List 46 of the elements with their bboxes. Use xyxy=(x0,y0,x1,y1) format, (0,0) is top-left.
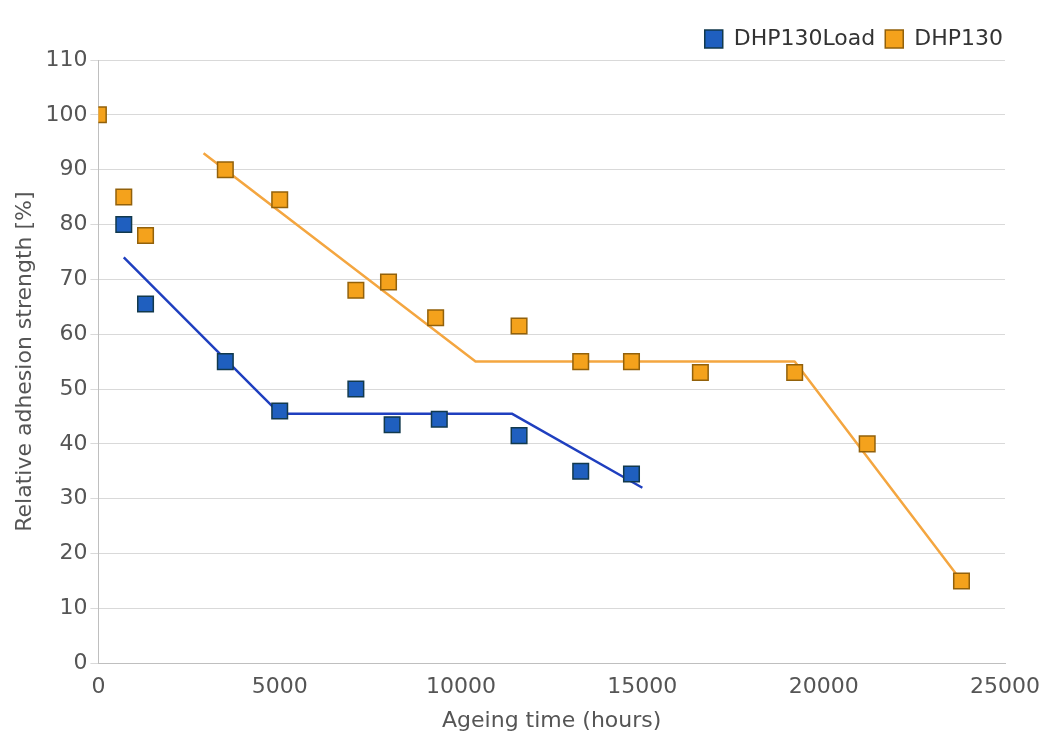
point xyxy=(347,281,365,299)
y-tick-label: 30 xyxy=(59,484,88,510)
point xyxy=(430,410,448,428)
y-tick-label: 80 xyxy=(59,210,88,236)
point xyxy=(383,416,401,434)
x-tick-label: 10000 xyxy=(426,673,497,699)
point xyxy=(786,364,804,382)
y-tick-label: 100 xyxy=(45,100,88,126)
point xyxy=(115,215,133,234)
point xyxy=(216,353,234,371)
x-axis-title: Ageing time (hours) xyxy=(442,706,662,732)
point xyxy=(271,191,289,209)
y-tick-label: 40 xyxy=(59,429,88,455)
legend-label: DHP130 xyxy=(914,24,1004,50)
point xyxy=(347,380,365,398)
point xyxy=(858,435,876,453)
point xyxy=(137,295,155,313)
point xyxy=(952,572,971,590)
point xyxy=(115,188,133,206)
x-tick-label: 0 xyxy=(91,673,106,699)
point xyxy=(216,161,234,179)
point xyxy=(271,402,289,420)
y-tick-label: 110 xyxy=(45,45,88,71)
point xyxy=(622,353,641,371)
point xyxy=(691,364,709,382)
point xyxy=(572,353,590,371)
y-tick-label: 90 xyxy=(59,155,88,181)
y-tick-label: 70 xyxy=(59,265,88,291)
x-tick-label: 20000 xyxy=(788,673,859,699)
legend-label: DHP130Load xyxy=(733,24,876,50)
point xyxy=(572,462,590,480)
point xyxy=(622,465,641,483)
y-tick-label: 0 xyxy=(73,648,88,674)
point xyxy=(427,309,445,327)
x-tick-label: 25000 xyxy=(970,673,1041,699)
x-tick-label: 15000 xyxy=(607,673,678,699)
y-tick-label: 10 xyxy=(59,594,88,620)
x-tick-label: 5000 xyxy=(251,673,308,699)
point xyxy=(510,427,528,445)
point xyxy=(510,317,528,335)
y-tick-label: 20 xyxy=(59,539,88,565)
point xyxy=(379,273,398,291)
y-tick-label: 50 xyxy=(59,374,88,400)
y-axis-title: Relative adhesion strength [%] xyxy=(10,191,36,532)
point xyxy=(137,226,155,245)
y-tick-label: 60 xyxy=(59,319,88,345)
